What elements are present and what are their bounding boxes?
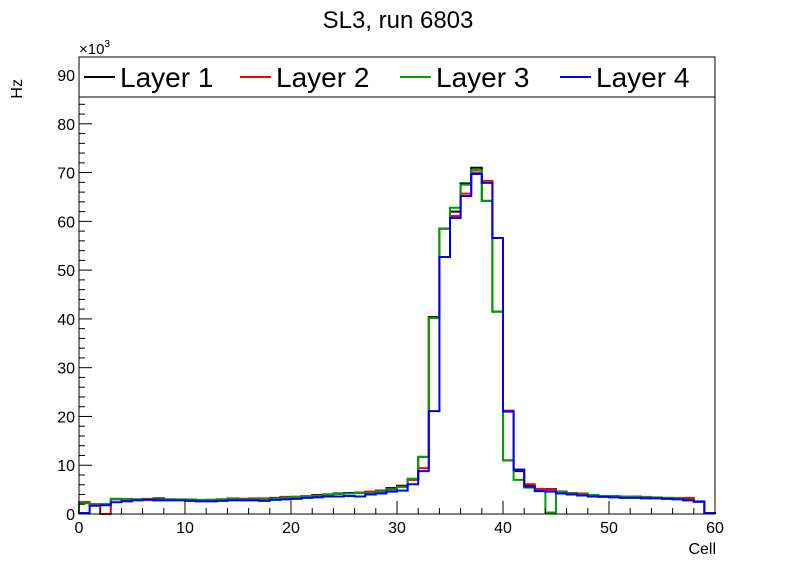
y-tick-label: 40 xyxy=(57,312,75,329)
x-tick-label: 10 xyxy=(176,520,194,537)
y-tick-label: 70 xyxy=(57,166,75,183)
x-tick-label: 30 xyxy=(388,520,406,537)
series-2 xyxy=(78,171,716,515)
x-tick-label: 0 xyxy=(75,520,84,537)
x-axis-label: Cell xyxy=(688,541,716,558)
y-multiplier-exp: 3 xyxy=(104,39,110,50)
y-tick-label: 20 xyxy=(57,409,75,426)
x-tick-label: 20 xyxy=(282,520,300,537)
y-multiplier-base: ×10 xyxy=(79,41,104,58)
series-line-4 xyxy=(78,173,716,515)
legend-box xyxy=(78,56,716,98)
legend-label: Layer 2 xyxy=(276,62,369,93)
x-tick-label: 60 xyxy=(706,520,724,537)
plot-area xyxy=(78,166,716,515)
axes: 0 10 20 30 40 50 60 0 10 20 30 40 50 60 70 80 90 xyxy=(57,64,724,537)
series-line-1 xyxy=(78,166,716,515)
x-tick-label: 40 xyxy=(494,520,512,537)
y-multiplier: ×103 xyxy=(79,39,110,58)
chart-title: SL3, run 6803 xyxy=(323,7,474,34)
series-line-2 xyxy=(78,171,716,515)
legend-label: Layer 4 xyxy=(596,62,689,93)
y-tick-label: 0 xyxy=(66,507,75,524)
y-tick-label: 80 xyxy=(57,117,75,134)
y-tick-label: 90 xyxy=(57,68,75,85)
legend-label: Layer 3 xyxy=(436,62,529,93)
legend-entry-2: Layer 2 xyxy=(240,62,369,93)
y-tick-label: 10 xyxy=(57,458,75,475)
legend-entry-1: Layer 1 xyxy=(84,62,213,93)
y-axis-label: Hz xyxy=(9,79,26,99)
y-tick-label: 60 xyxy=(57,214,75,231)
y-tick-label: 30 xyxy=(57,361,75,378)
y-tick-label: 50 xyxy=(57,263,75,280)
plot-frame xyxy=(78,56,716,515)
legend-entry-4: Layer 4 xyxy=(560,62,689,93)
legend-entry-3: Layer 3 xyxy=(400,62,529,93)
legend: Layer 1 Layer 2 Layer 3 Layer 4 xyxy=(78,56,716,98)
series-line-3 xyxy=(78,169,716,515)
legend-label: Layer 1 xyxy=(120,62,213,93)
series-1 xyxy=(78,166,716,515)
x-tick-label: 50 xyxy=(600,520,618,537)
series-3 xyxy=(78,169,716,515)
series-4 xyxy=(78,173,716,515)
